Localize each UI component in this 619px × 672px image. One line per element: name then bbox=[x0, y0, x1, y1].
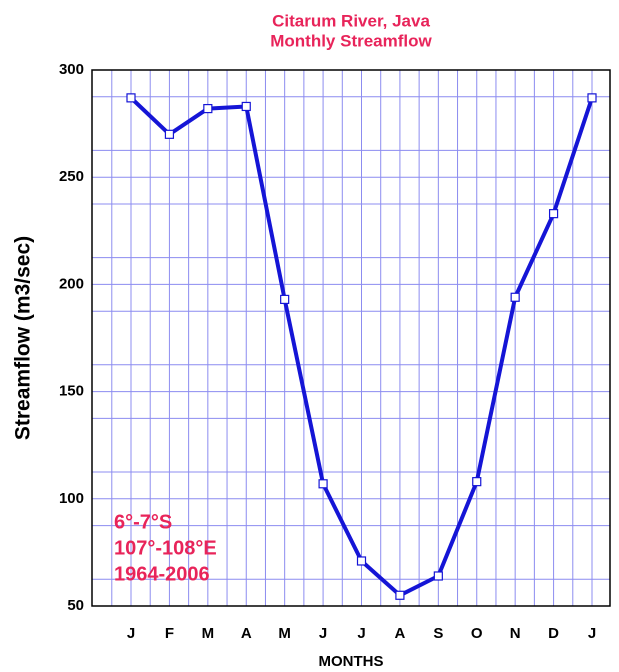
marker bbox=[241, 101, 251, 112]
marker bbox=[280, 294, 290, 305]
y-tick-label: 100 bbox=[59, 490, 84, 507]
chart-title: Citarum River, Java bbox=[272, 11, 430, 30]
marker bbox=[318, 479, 328, 489]
y-tick-label: 300 bbox=[59, 61, 84, 78]
x-tick-label: J bbox=[127, 625, 135, 642]
annotation: 107°-108°E bbox=[114, 537, 217, 559]
y-tick-label: 250 bbox=[59, 168, 84, 185]
x-tick-label: D bbox=[548, 625, 559, 642]
x-tick-label: M bbox=[278, 625, 291, 642]
chart-subtitle: Monthly Streamflow bbox=[270, 31, 432, 50]
y-tick-label: 50 bbox=[67, 597, 84, 614]
x-tick-label: J bbox=[319, 625, 327, 642]
y-axis-label: Streamflow (m3/sec) bbox=[12, 236, 35, 440]
x-tick-label: J bbox=[588, 625, 596, 642]
marker bbox=[356, 556, 367, 566]
marker bbox=[126, 93, 136, 103]
x-axis-label: MONTHS bbox=[319, 653, 384, 670]
marker bbox=[472, 477, 482, 487]
marker bbox=[164, 129, 175, 139]
x-tick-label: A bbox=[394, 625, 405, 642]
marker bbox=[510, 292, 520, 302]
annotation: 6°-7°S bbox=[114, 511, 172, 533]
marker bbox=[203, 103, 213, 114]
x-tick-label: J bbox=[357, 625, 365, 642]
x-tick-label: S bbox=[433, 625, 443, 642]
marker bbox=[395, 590, 405, 600]
x-tick-label: M bbox=[202, 625, 215, 642]
x-tick-label: A bbox=[241, 625, 252, 642]
plot-frame bbox=[91, 69, 611, 607]
x-tick-label: O bbox=[471, 625, 483, 642]
y-tick-label: 150 bbox=[59, 383, 84, 400]
annotation: 1964-2006 bbox=[114, 563, 210, 585]
y-tick-label: 200 bbox=[59, 275, 84, 292]
marker bbox=[587, 93, 597, 103]
x-tick-label: F bbox=[165, 625, 174, 642]
marker bbox=[548, 209, 559, 219]
marker bbox=[433, 571, 443, 581]
x-tick-label: N bbox=[510, 625, 521, 642]
